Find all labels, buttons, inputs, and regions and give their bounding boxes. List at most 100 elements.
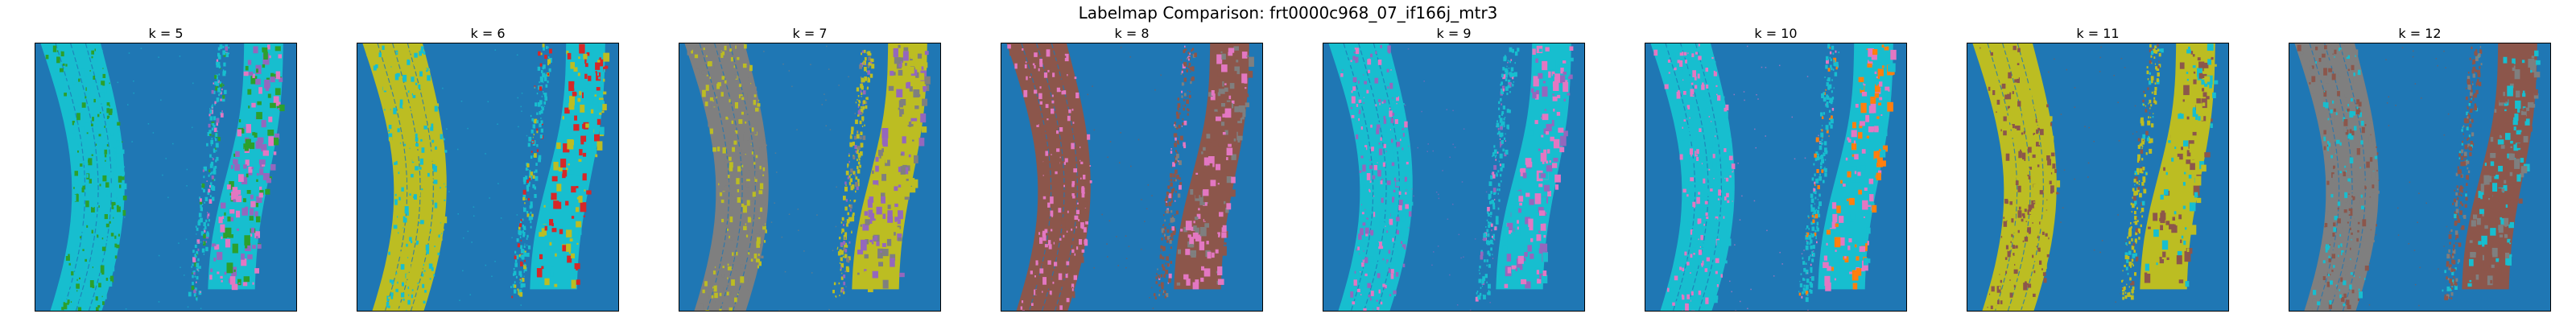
speckle xyxy=(1695,296,1699,301)
speckle xyxy=(2017,161,2021,166)
speckle xyxy=(1480,254,1484,260)
speckle xyxy=(1816,225,1818,229)
patch xyxy=(568,163,570,166)
speckle xyxy=(1700,76,1703,79)
speckle xyxy=(382,45,385,50)
speckle xyxy=(526,253,530,258)
speckle xyxy=(419,167,422,170)
patch xyxy=(1514,225,1521,236)
speckle xyxy=(1065,288,1067,291)
patch xyxy=(1228,143,1232,147)
speckle xyxy=(521,93,523,94)
speckle xyxy=(1690,82,1694,85)
speckle xyxy=(421,168,425,174)
speckle xyxy=(1695,255,1698,262)
speckle xyxy=(1715,218,1718,221)
speckle xyxy=(2005,250,2007,251)
patch xyxy=(2200,147,2202,151)
speckle xyxy=(1509,60,1512,64)
speckle xyxy=(796,129,798,130)
patch xyxy=(1226,147,1233,155)
speckle xyxy=(2121,279,2123,283)
speckle xyxy=(1082,138,1086,145)
speckle xyxy=(845,184,847,186)
patch xyxy=(894,203,898,208)
speckle xyxy=(1804,157,1806,159)
speckle xyxy=(187,306,189,308)
speckle xyxy=(520,239,522,242)
speckle xyxy=(2035,206,2039,211)
speckle xyxy=(1370,53,1373,58)
speckle xyxy=(2046,104,2049,108)
patch xyxy=(2202,62,2209,72)
patch xyxy=(2155,243,2158,246)
speckle xyxy=(1084,239,1088,246)
patch xyxy=(270,72,275,77)
patch xyxy=(1527,245,1532,252)
speckle xyxy=(404,143,407,147)
speckle xyxy=(218,65,221,68)
speckle xyxy=(2023,130,2025,134)
speckle xyxy=(1187,113,1189,116)
patch xyxy=(588,128,594,137)
speckle xyxy=(762,167,766,171)
speckle xyxy=(218,73,220,76)
speckle xyxy=(726,175,730,179)
speckle xyxy=(2008,108,2013,113)
speckle xyxy=(186,185,188,187)
speckle xyxy=(1074,128,1077,132)
speckle xyxy=(724,159,728,164)
speckle xyxy=(1814,184,1816,187)
speckle xyxy=(1177,103,1181,108)
patch xyxy=(1221,53,1226,60)
patch xyxy=(1525,217,1531,225)
speckle xyxy=(212,107,213,109)
speckle xyxy=(2013,284,2016,288)
patch xyxy=(254,268,259,274)
patch xyxy=(221,216,225,219)
speckle xyxy=(1162,293,1164,295)
speckle xyxy=(106,108,110,114)
patch xyxy=(1884,46,1889,51)
speckle xyxy=(1387,86,1389,89)
speckle xyxy=(86,225,89,228)
speckle xyxy=(1690,109,1691,111)
speckle xyxy=(396,52,398,54)
speckle xyxy=(2132,196,2133,199)
speckle xyxy=(1042,277,1046,285)
speckle xyxy=(1823,112,1826,115)
patch xyxy=(1834,237,1841,248)
speckle xyxy=(60,288,62,291)
speckle xyxy=(2132,188,2135,192)
speckle xyxy=(71,270,74,276)
patch xyxy=(1865,114,1870,122)
speckle xyxy=(758,254,760,256)
patch xyxy=(1844,256,1847,259)
patch xyxy=(2188,102,2192,108)
speckle xyxy=(798,229,799,231)
patch xyxy=(1859,251,1864,260)
patch xyxy=(232,243,238,254)
patch xyxy=(248,72,254,76)
speckle xyxy=(97,305,101,308)
speckle xyxy=(1501,140,1504,144)
speckle xyxy=(69,283,72,287)
speckle xyxy=(2009,292,2013,298)
speckle xyxy=(431,200,433,202)
speckle xyxy=(847,166,848,168)
patch xyxy=(2160,225,2163,230)
speckle xyxy=(172,142,174,145)
speckle xyxy=(1704,153,1706,156)
speckle xyxy=(64,299,68,303)
speckle xyxy=(863,60,866,65)
speckle xyxy=(108,109,113,115)
speckle xyxy=(1056,148,1060,152)
speckle xyxy=(1824,76,1826,78)
speckle xyxy=(1493,206,1495,208)
patch xyxy=(553,200,559,209)
speckle xyxy=(736,251,738,256)
speckle xyxy=(841,288,844,293)
speckle xyxy=(1054,103,1058,108)
speckle xyxy=(1808,234,1812,240)
speckle xyxy=(167,196,169,199)
